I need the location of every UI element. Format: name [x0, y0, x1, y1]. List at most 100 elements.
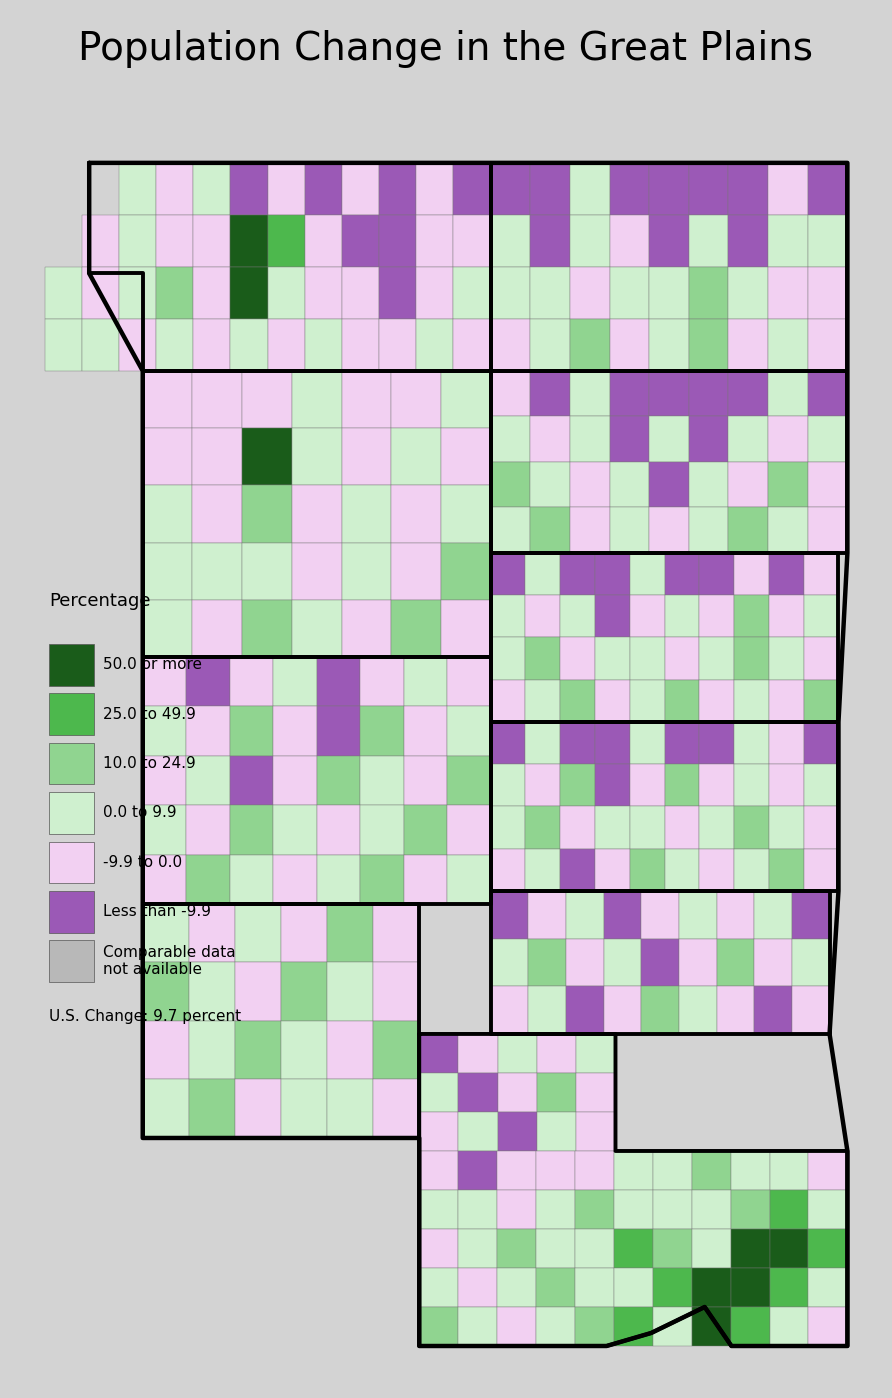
Bar	[419, 1307, 458, 1346]
Bar	[419, 1074, 458, 1111]
Bar	[379, 319, 417, 370]
Bar	[609, 319, 649, 370]
Bar	[453, 319, 491, 370]
Bar	[186, 805, 230, 854]
Bar	[497, 1190, 536, 1229]
Bar	[268, 215, 305, 267]
Bar	[768, 267, 808, 319]
Bar	[417, 215, 453, 267]
Bar	[156, 215, 194, 267]
Bar	[731, 1307, 770, 1346]
Bar	[403, 657, 447, 706]
Bar	[808, 267, 847, 319]
Bar	[305, 215, 342, 267]
Bar	[653, 1307, 691, 1346]
Bar	[570, 417, 609, 461]
Bar	[453, 267, 491, 319]
Bar	[729, 461, 768, 507]
Text: Percentage: Percentage	[49, 591, 151, 610]
Bar	[734, 849, 769, 891]
Text: U.S. Change: 9.7 percent: U.S. Change: 9.7 percent	[49, 1009, 241, 1025]
Bar	[804, 637, 838, 679]
Bar	[317, 756, 360, 805]
Bar	[189, 1021, 235, 1079]
Bar	[292, 542, 342, 600]
Bar	[595, 807, 630, 849]
Bar	[614, 1229, 653, 1268]
Bar	[716, 891, 755, 938]
Bar	[230, 854, 273, 905]
Bar	[530, 162, 570, 215]
Bar	[770, 1229, 808, 1268]
Bar	[530, 461, 570, 507]
Bar	[768, 215, 808, 267]
Bar	[360, 756, 403, 805]
Bar	[447, 756, 491, 805]
Bar	[609, 370, 649, 417]
Bar	[143, 542, 193, 600]
Bar	[649, 417, 689, 461]
Bar	[699, 596, 734, 637]
Bar	[769, 849, 804, 891]
Bar	[327, 905, 373, 962]
Bar	[498, 1035, 537, 1074]
Bar	[575, 1229, 614, 1268]
Bar	[665, 637, 699, 679]
Bar	[193, 370, 242, 428]
Bar	[186, 706, 230, 756]
Bar	[731, 1190, 770, 1229]
Bar	[342, 428, 392, 485]
Bar	[458, 1190, 497, 1229]
Bar	[403, 756, 447, 805]
Bar	[119, 267, 156, 319]
Bar	[630, 807, 665, 849]
Bar	[230, 319, 268, 370]
Bar	[417, 162, 453, 215]
Bar	[194, 215, 230, 267]
Bar	[641, 938, 679, 987]
Bar	[570, 461, 609, 507]
Bar	[614, 1307, 653, 1346]
Bar	[699, 721, 734, 765]
Bar	[649, 162, 689, 215]
Bar	[143, 370, 193, 428]
Bar	[689, 162, 729, 215]
Bar	[699, 637, 734, 679]
Bar	[143, 805, 186, 854]
Bar	[808, 162, 847, 215]
Bar	[769, 721, 804, 765]
Bar	[689, 319, 729, 370]
Bar	[441, 428, 491, 485]
Bar	[230, 162, 268, 215]
Bar	[491, 891, 528, 938]
Bar	[453, 215, 491, 267]
Bar	[392, 428, 441, 485]
Bar	[604, 938, 641, 987]
Bar	[417, 267, 453, 319]
Bar	[458, 1268, 497, 1307]
Bar	[230, 756, 273, 805]
Bar	[143, 1021, 189, 1079]
Bar	[342, 162, 379, 215]
Bar	[808, 417, 847, 461]
Bar	[268, 319, 305, 370]
Bar	[317, 657, 360, 706]
Bar	[769, 679, 804, 721]
Bar	[595, 596, 630, 637]
Bar	[689, 267, 729, 319]
Bar	[734, 765, 769, 807]
Bar	[186, 756, 230, 805]
Bar	[575, 1151, 614, 1190]
Bar	[458, 1307, 497, 1346]
Bar	[392, 485, 441, 542]
Bar	[536, 1307, 575, 1346]
Bar	[665, 596, 699, 637]
Text: 10.0 to 24.9: 10.0 to 24.9	[103, 756, 195, 772]
Bar	[699, 849, 734, 891]
Bar	[804, 849, 838, 891]
Bar	[609, 507, 649, 552]
Bar	[143, 962, 189, 1021]
Bar	[273, 706, 317, 756]
Bar	[595, 552, 630, 596]
Text: Population Change in the Great Plains: Population Change in the Great Plains	[78, 29, 814, 69]
